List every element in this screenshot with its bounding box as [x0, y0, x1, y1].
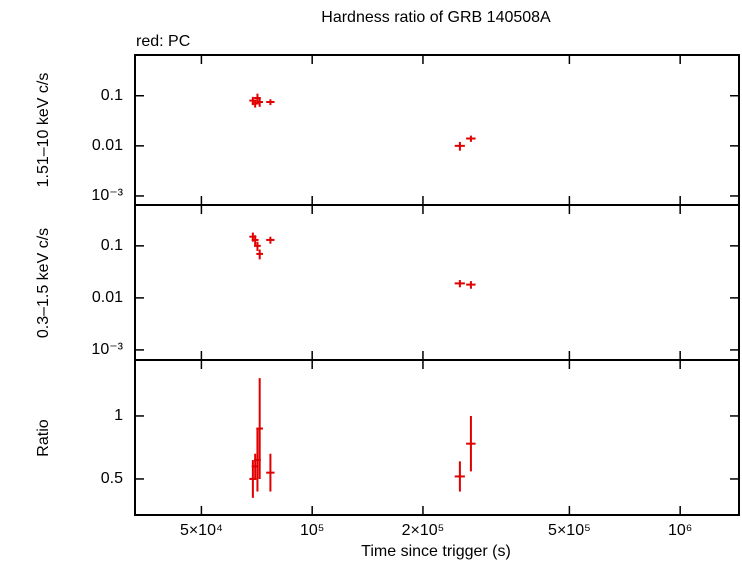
chart-title: Hardness ratio of GRB 140508A [321, 9, 551, 26]
x-tick-label: 5×10⁵ [548, 522, 591, 539]
x-tick-label: 10⁵ [300, 522, 324, 539]
x-axis-label: Time since trigger (s) [361, 543, 511, 560]
plot-frame [134, 359, 740, 516]
plot-frame [134, 204, 740, 361]
y-axis-label: 0.3–1.5 keV c/s [35, 228, 52, 338]
y-tick-label: 0.1 [101, 237, 123, 254]
x-tick-label: 2×10⁵ [402, 522, 445, 539]
x-tick-label: 10⁶ [668, 522, 692, 539]
y-axis-label: 1.51–10 keV c/s [35, 73, 52, 188]
annotation: red: PC [136, 33, 190, 50]
x-tick-label: 5×10⁴ [180, 522, 223, 539]
y-axis-label: Ratio [35, 419, 52, 456]
y-tick-label: 10⁻³ [91, 341, 123, 358]
y-tick-label: 0.5 [101, 470, 123, 487]
y-tick-label: 0.1 [101, 87, 123, 104]
y-tick-label: 10⁻³ [91, 187, 123, 204]
y-tick-label: 0.01 [92, 137, 123, 154]
y-tick-label: 1 [114, 407, 123, 424]
y-tick-label: 0.01 [92, 289, 123, 306]
plot-frame [134, 54, 740, 206]
